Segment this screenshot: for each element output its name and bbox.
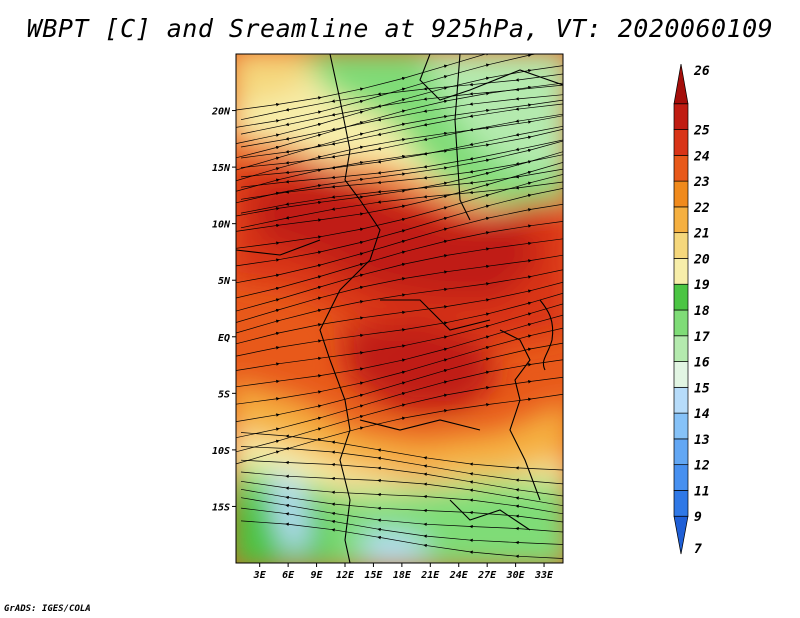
lon-tick-label: 3E [253, 570, 267, 581]
colorbar-segment [673, 129, 689, 156]
colorbar-segment [673, 335, 689, 362]
colorbar-label: 7 [694, 542, 702, 557]
lat-tick-label: EQ [218, 333, 230, 344]
lon-tick-label: 30E [506, 570, 526, 581]
lat-tick-label: 5N [218, 276, 231, 287]
lon-tick-label: 33E [534, 570, 554, 581]
wbpt-field [236, 54, 563, 563]
lat-tick-label: 20N [211, 107, 231, 118]
lake-outline [539, 299, 554, 371]
streamline [240, 520, 563, 559]
colorbar-segment [673, 386, 689, 414]
colorbar-segment [673, 361, 689, 388]
colorbar-label: 12 [694, 459, 710, 474]
border-line-1 [329, 54, 361, 201]
colorbar-segment [673, 180, 689, 208]
border-line-3 [419, 54, 563, 101]
colorbar-label: 13 [694, 433, 710, 448]
colorbar-label: 26 [693, 64, 710, 79]
lon-tick-label: 9E [311, 570, 324, 581]
colorbar-segment [673, 154, 689, 182]
colorbar-segment [673, 464, 689, 491]
border-line-6 [449, 499, 531, 531]
border-line-4 [380, 299, 491, 331]
colorbar-segment [673, 103, 689, 130]
credit-text: GrADS: IGES/COLA [4, 604, 91, 614]
colorbar-label: 23 [693, 175, 710, 190]
lon-tick-label: 27E [477, 570, 497, 581]
lake-border [499, 329, 541, 501]
lat-tick-label: 10S [212, 446, 230, 457]
lat-tick-label: 15S [212, 502, 230, 513]
lon-tick-label: 18E [393, 570, 412, 581]
streamline [240, 181, 563, 229]
map-frame [235, 53, 564, 564]
border-line-2 [454, 54, 471, 221]
lat-tick-label: 15N [212, 163, 231, 174]
colorbar-label: 20 [693, 252, 710, 267]
lon-tick-label: 12E [336, 570, 355, 581]
colorbar-segment [673, 63, 689, 105]
colorbar-label: 24 [693, 149, 710, 164]
colorbar-segment [673, 438, 689, 466]
streamlines [236, 54, 563, 559]
colorbar-label: 18 [694, 304, 710, 319]
lon-tick-label: 21E [420, 570, 440, 581]
colorbar: 7 9 11 12 13 14 15 16 17 18 19 20 21 22 23 24 25 26 [673, 63, 710, 557]
colorbar-segment [673, 232, 689, 259]
colorbar-segment [673, 412, 689, 440]
colorbar-segment [673, 258, 689, 285]
lon-tick-label: 24E [449, 570, 469, 581]
colorbar-label: 22 [693, 201, 710, 216]
colorbar-segment [673, 490, 689, 517]
colorbar-label: 15 [694, 381, 710, 396]
coastline-west [319, 199, 381, 563]
lat-tick-label: 10N [212, 220, 231, 231]
colorbar-segment [673, 283, 689, 311]
colorbar-segment [673, 515, 689, 555]
border-line-5 [359, 419, 481, 431]
colorbar-label: 17 [694, 330, 710, 345]
colorbar-label: 21 [693, 227, 710, 242]
coastlines-borders [236, 54, 563, 563]
colorbar-label: 25 [693, 124, 710, 139]
colorbar-label: 14 [694, 407, 710, 422]
axis-ticks: 3E 6E 9E 12E 15E 18E 21E 24E 27E 30E 33E 20N 15N 10N 5… [211, 107, 554, 581]
colorbar-label: 16 [694, 356, 710, 371]
lat-tick-label: 5S [218, 389, 230, 400]
lon-tick-label: 15E [364, 570, 383, 581]
border-line-7 [236, 239, 321, 256]
colorbar-segment [673, 309, 689, 337]
colorbar-segment [673, 206, 689, 234]
lon-tick-label: 6E [282, 570, 295, 581]
colorbar-label: 9 [694, 510, 702, 525]
colorbar-label: 19 [694, 278, 710, 293]
map-title: WBPT [C] and Sreamline at 925hPa, VT: 20… [26, 14, 774, 43]
colorbar-label: 11 [694, 484, 710, 499]
